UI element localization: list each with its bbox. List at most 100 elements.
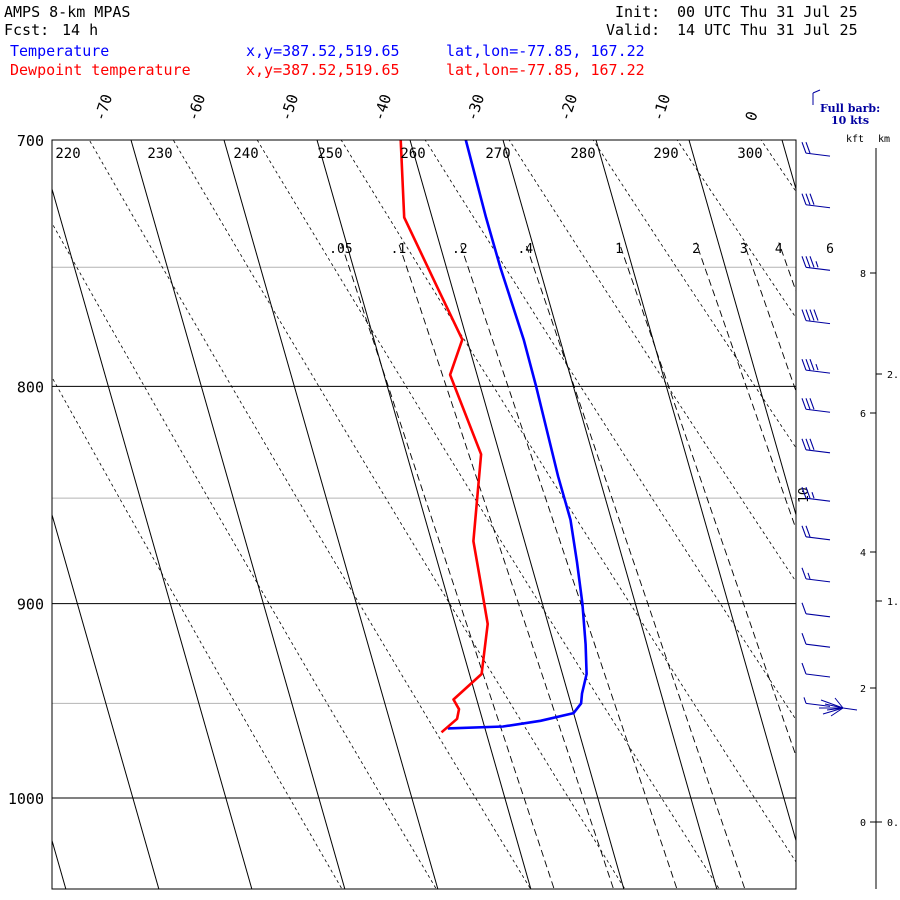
wind-barb xyxy=(801,525,831,541)
isotherm-tick-label: -70 xyxy=(91,92,116,123)
isotherm xyxy=(316,140,532,889)
pressure-tick-label: 1000 xyxy=(8,790,44,808)
pressure-tick-label: 900 xyxy=(17,596,44,614)
model-name: AMPS 8-km MPAS xyxy=(4,3,131,21)
valid-label: Valid: xyxy=(606,21,661,39)
dewpoint-latlon: lat,lon=-77.85, 167.22 xyxy=(446,61,645,79)
dewpoint-legend: Dewpoint temperature xyxy=(10,61,191,79)
wind-barb xyxy=(801,398,831,413)
mixing-ratio-line xyxy=(695,242,796,531)
isotherm-tick-label: -20 xyxy=(556,92,581,123)
kft-tick-label: 8 xyxy=(860,269,866,280)
valid-value: 14 UTC Thu 31 Jul 25 xyxy=(677,21,858,39)
kft-tick-label: 0 xyxy=(860,818,866,829)
wind-barb xyxy=(801,662,831,678)
wind-barb xyxy=(801,358,831,374)
mixing-ratio-label: 2 xyxy=(692,242,700,257)
mixing-ratio-label: 6 xyxy=(826,242,834,257)
isotherm xyxy=(688,140,796,517)
wind-barb xyxy=(801,632,831,648)
km-tick-label: 1. xyxy=(887,597,899,608)
mixing-ratio-label: .4 xyxy=(517,242,533,257)
barb-note-1: Full barb: xyxy=(820,102,881,115)
wind-barb xyxy=(801,438,831,454)
dry-adiabat xyxy=(52,222,437,889)
isotherm-tick-label: -60 xyxy=(184,92,209,123)
kft-label: kft xyxy=(846,134,865,145)
mixing-ratio-line xyxy=(459,242,678,889)
mixing-ratio-line xyxy=(524,242,745,889)
isotherm-tick-label: 0 xyxy=(742,109,762,123)
pressure-tick-label: 800 xyxy=(17,378,44,396)
wind-barb xyxy=(801,602,831,618)
isotherm xyxy=(52,838,67,889)
isotherm xyxy=(409,140,625,889)
mixing-ratio-label: 1 xyxy=(615,242,623,257)
dry-adiabat xyxy=(827,114,900,889)
dry-adiabat-label: 250 xyxy=(317,146,342,162)
km-tick-label: 2. xyxy=(887,370,899,381)
plot-frame xyxy=(51,139,797,890)
init-label: Init: xyxy=(615,3,661,21)
fcst-label: Fcst: xyxy=(4,21,50,39)
dry-adiabat-label: 230 xyxy=(147,146,172,162)
mixing-ratio-label: .05 xyxy=(329,242,352,257)
dewpoint-xy: x,y=387.52,519.65 xyxy=(246,61,400,79)
mixing-ratio-label: 4 xyxy=(775,242,783,257)
isotherm-tick-label: -10 xyxy=(649,92,674,123)
temperature-line xyxy=(447,140,588,730)
mixing-ratio-label: .1 xyxy=(391,242,407,257)
temperature-latlon: lat,lon=-77.85, 167.22 xyxy=(446,42,645,60)
wind-barb xyxy=(801,567,831,583)
dry-adiabat-label: 280 xyxy=(570,146,595,162)
isotherm-tick-label: -40 xyxy=(370,92,395,123)
wind-barb xyxy=(801,309,831,325)
isotherm xyxy=(875,140,900,889)
wind-barb-cluster xyxy=(819,697,858,717)
isotherm xyxy=(781,140,796,191)
dry-adiabat-label: 240 xyxy=(233,146,258,162)
dry-adiabat xyxy=(88,140,531,889)
mixing-ratio-label: .2 xyxy=(452,242,468,257)
isotherm-tick-label: -30 xyxy=(463,92,488,123)
isotherm xyxy=(223,140,439,889)
mixing-ratio-label: 3 xyxy=(740,242,748,257)
isotherm xyxy=(595,140,796,843)
dry-adiabat-label: 270 xyxy=(485,146,510,162)
dry-adiabat-label: 260 xyxy=(400,146,425,162)
isotherm xyxy=(130,140,346,889)
kft-tick-label: 6 xyxy=(860,409,866,420)
dry-adiabat xyxy=(424,140,796,721)
dry-adiabat xyxy=(172,140,625,889)
pressure-tick-label: 700 xyxy=(17,132,44,150)
dewpoint-line xyxy=(399,140,489,734)
temperature-legend: Temperature xyxy=(10,42,110,60)
wind-barb xyxy=(803,697,831,707)
isotherm xyxy=(52,187,253,889)
isotherm xyxy=(502,140,718,889)
dry-adiabat xyxy=(676,140,796,319)
dry-adiabat-label: 290 xyxy=(653,146,678,162)
wind-barb xyxy=(801,193,831,209)
dry-adiabat xyxy=(52,376,342,889)
kft-tick-label: 2 xyxy=(860,684,866,695)
fcst-value: 14 h xyxy=(62,21,99,39)
wind-barb xyxy=(801,141,831,157)
wind-barb xyxy=(801,256,831,271)
temperature-xy: x,y=387.52,519.65 xyxy=(246,42,400,60)
isotherm xyxy=(52,512,160,889)
dry-adiabat xyxy=(340,140,796,863)
kft-tick-label: 4 xyxy=(860,548,866,559)
km-label: km xyxy=(878,134,891,145)
isotherm-tick-label: -50 xyxy=(277,92,302,123)
mixing-ratio-line xyxy=(340,242,555,889)
dry-adiabat-label: 300 xyxy=(737,146,762,162)
mixing-ratio-line xyxy=(778,242,796,293)
barb-legend-flag xyxy=(812,89,821,94)
mixing-ratio-line xyxy=(397,242,614,889)
mixing-ratio-line xyxy=(618,242,796,758)
mixing-ratio-line xyxy=(830,243,900,889)
dry-adiabat xyxy=(508,140,796,583)
wind-barb xyxy=(801,486,831,502)
